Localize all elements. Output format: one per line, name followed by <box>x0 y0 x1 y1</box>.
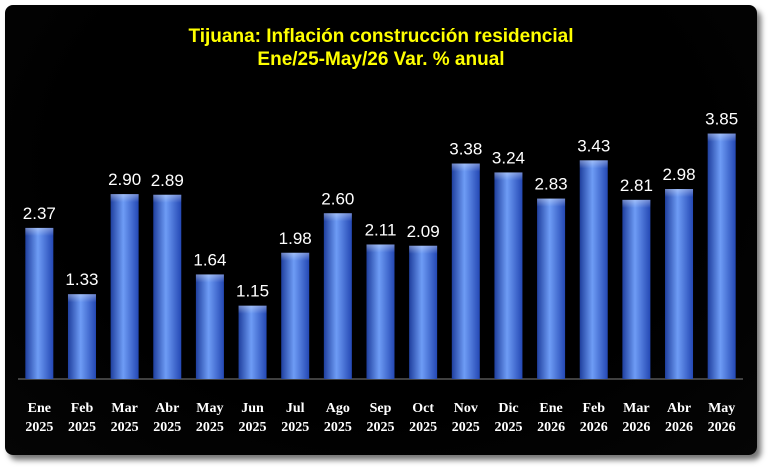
bar-highlight-9 <box>409 245 438 254</box>
bar-highlight-10 <box>451 163 480 172</box>
tick-label-month-15: Abr <box>667 401 691 416</box>
tick-label-month-8: Sep <box>370 401 392 416</box>
tick-label-year-15: 2026 <box>665 420 693 435</box>
bar-highlight-2 <box>110 194 139 203</box>
bar-2 <box>110 194 139 379</box>
tick-label-year-14: 2026 <box>622 420 650 435</box>
bar-1 <box>67 294 96 379</box>
tick-label-month-9: Oct <box>412 401 434 416</box>
tick-label-year-5: 2025 <box>239 420 267 435</box>
data-label-9: 2.09 <box>407 222 440 241</box>
tick-label-month-13: Feb <box>582 401 605 416</box>
tick-label-month-12: Ene <box>539 401 562 416</box>
bar-7 <box>323 213 352 379</box>
data-label-16: 3.85 <box>705 110 738 129</box>
tick-label-year-12: 2026 <box>537 420 565 435</box>
tick-label-month-7: Ago <box>326 401 350 416</box>
bar-highlight-0 <box>25 227 54 236</box>
data-label-2: 2.90 <box>108 170 141 189</box>
tick-label-year-4: 2025 <box>196 420 224 435</box>
bar-highlight-15 <box>665 189 694 198</box>
bar-10 <box>451 163 480 379</box>
tick-label-year-2: 2025 <box>111 420 139 435</box>
bar-highlight-8 <box>366 244 395 253</box>
bar-highlight-7 <box>323 213 352 222</box>
tick-label-year-7: 2025 <box>324 420 352 435</box>
tick-label-year-16: 2026 <box>708 420 736 435</box>
data-label-6: 1.98 <box>279 229 312 248</box>
tick-label-year-9: 2025 <box>409 420 437 435</box>
data-label-11: 3.24 <box>492 148 525 167</box>
tick-label-year-1: 2025 <box>68 420 96 435</box>
bar-13 <box>579 160 608 379</box>
tick-label-month-2: Mar <box>111 401 137 416</box>
bar-highlight-6 <box>281 252 310 261</box>
data-label-8: 2.11 <box>365 220 397 239</box>
bar-14 <box>622 199 651 379</box>
tick-label-year-8: 2025 <box>367 420 395 435</box>
bar-16 <box>707 133 736 379</box>
bar-highlight-11 <box>494 172 523 181</box>
bar-11 <box>494 172 523 379</box>
bar-highlight-13 <box>579 160 608 169</box>
data-label-1: 1.33 <box>65 270 98 289</box>
data-label-14: 2.81 <box>620 176 653 195</box>
bar-6 <box>281 252 310 379</box>
bar-0 <box>25 227 54 379</box>
tick-label-month-5: Jun <box>241 401 264 416</box>
bar-highlight-14 <box>622 199 651 208</box>
data-label-7: 2.60 <box>321 189 354 208</box>
tick-label-month-11: Dic <box>498 401 518 416</box>
bar-9 <box>409 245 438 379</box>
chart-frame: Tijuana: Inflación construcción residenc… <box>5 5 757 455</box>
bar-8 <box>366 244 395 379</box>
bar-highlight-1 <box>67 294 96 303</box>
data-label-12: 2.83 <box>535 175 568 194</box>
tick-label-month-3: Abr <box>155 401 179 416</box>
bar-chart: 2.37 Ene 2025 1.33 Feb 2025 2.90 Mar 2025 2.89 Abr… <box>18 110 743 435</box>
data-label-5: 1.15 <box>236 282 269 301</box>
tick-label-year-0: 2025 <box>25 420 53 435</box>
tick-label-year-13: 2026 <box>580 420 608 435</box>
data-label-13: 3.43 <box>577 136 610 155</box>
tick-label-month-4: May <box>196 401 223 416</box>
bar-12 <box>537 198 566 379</box>
tick-label-month-16: May <box>708 401 735 416</box>
data-label-0: 2.37 <box>23 204 56 223</box>
tick-label-month-10: Nov <box>454 401 478 416</box>
tick-label-year-11: 2025 <box>494 420 522 435</box>
data-label-4: 1.64 <box>193 250 226 269</box>
tick-label-year-3: 2025 <box>153 420 181 435</box>
bar-highlight-12 <box>537 198 566 207</box>
tick-label-month-1: Feb <box>71 401 94 416</box>
tick-label-month-0: Ene <box>28 401 51 416</box>
tick-label-month-6: Jul <box>286 401 305 416</box>
bar-4 <box>195 274 224 379</box>
bar-15 <box>665 189 694 379</box>
data-label-3: 2.89 <box>151 171 184 190</box>
tick-label-month-14: Mar <box>623 401 649 416</box>
data-label-15: 2.98 <box>662 165 695 184</box>
tick-label-year-6: 2025 <box>281 420 309 435</box>
bar-3 <box>153 194 182 379</box>
bar-highlight-5 <box>238 305 267 314</box>
bar-highlight-4 <box>195 274 224 283</box>
tick-label-year-10: 2025 <box>452 420 480 435</box>
bar-highlight-16 <box>707 133 736 142</box>
bar-highlight-3 <box>153 194 182 203</box>
chart-subtitle: Ene/25-May/26 Var. % anual <box>257 49 505 70</box>
data-label-10: 3.38 <box>449 140 482 159</box>
chart-title: Tijuana: Inflación construcción residenc… <box>188 26 574 47</box>
bar-5 <box>238 305 267 379</box>
